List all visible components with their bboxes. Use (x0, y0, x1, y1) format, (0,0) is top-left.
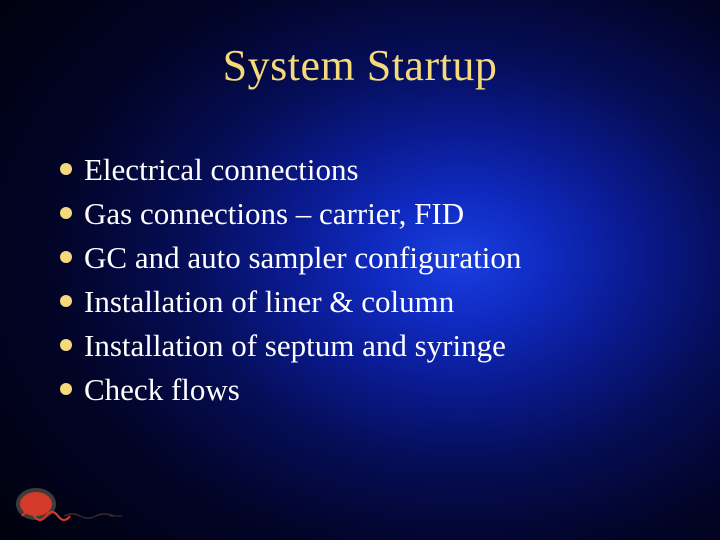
bullet-icon (60, 339, 72, 351)
list-item: Installation of liner & column (60, 280, 680, 324)
list-item-text: Installation of liner & column (84, 280, 680, 324)
list-item: Installation of septum and syringe (60, 324, 680, 368)
list-item: Check flows (60, 368, 680, 412)
slide-title: System Startup (0, 40, 720, 91)
bullet-icon (60, 295, 72, 307)
list-item-text: Gas connections – carrier, FID (84, 192, 680, 236)
list-item-text: Check flows (84, 368, 680, 412)
logo-icon (14, 486, 124, 526)
list-item-text: Electrical connections (84, 148, 680, 192)
list-item: Electrical connections (60, 148, 680, 192)
list-item-text: Installation of septum and syringe (84, 324, 680, 368)
bullet-icon (60, 163, 72, 175)
bullet-icon (60, 251, 72, 263)
list-item: GC and auto sampler configuration (60, 236, 680, 280)
list-item: Gas connections – carrier, FID (60, 192, 680, 236)
slide-body: Electrical connections Gas connections –… (60, 148, 680, 412)
slide: System Startup Electrical connections Ga… (0, 0, 720, 540)
bullet-icon (60, 383, 72, 395)
list-item-text: GC and auto sampler configuration (84, 236, 680, 280)
bullet-icon (60, 207, 72, 219)
